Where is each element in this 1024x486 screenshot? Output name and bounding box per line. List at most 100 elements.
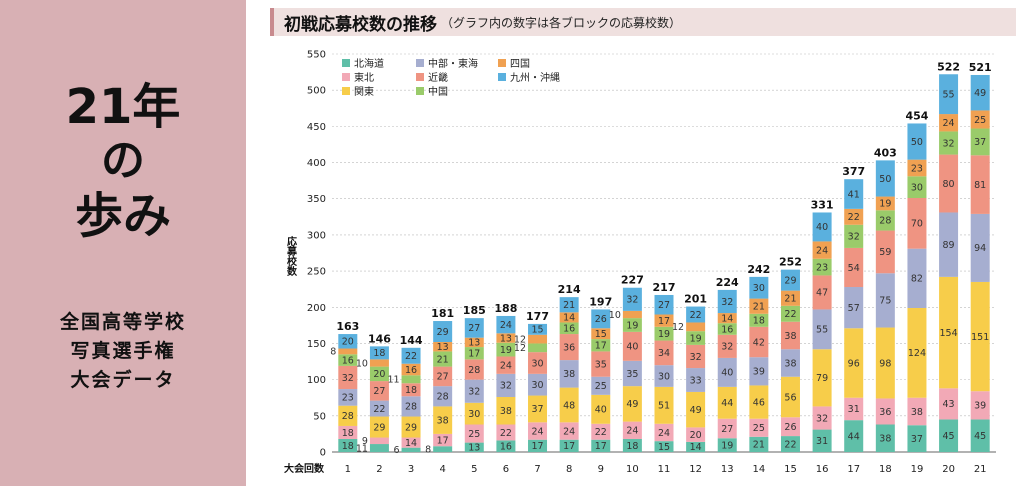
bar-segment bbox=[686, 391, 706, 428]
segment-label: 28 bbox=[437, 392, 449, 403]
chart-header: 初戦応募校数の推移 （グラフ内の数字は各ブロックの応募校数） bbox=[270, 8, 1016, 36]
bar-segment bbox=[812, 349, 832, 407]
segment-label: 28 bbox=[342, 411, 354, 422]
segment-label: 25 bbox=[468, 429, 480, 440]
bar-segment bbox=[939, 276, 959, 389]
segment-label: 23 bbox=[816, 262, 828, 273]
segment-label: 8 bbox=[330, 347, 336, 358]
bar-segment bbox=[875, 424, 895, 452]
bar-segment bbox=[812, 241, 832, 259]
segment-label: 12 bbox=[672, 322, 684, 333]
bar-segment bbox=[591, 394, 611, 424]
segment-label: 24 bbox=[943, 118, 955, 129]
bar-segment bbox=[812, 406, 832, 430]
segment-label: 24 bbox=[816, 245, 828, 256]
segment-label: 15 bbox=[531, 325, 543, 336]
bar-segment bbox=[780, 290, 800, 306]
segment-label: 29 bbox=[405, 422, 417, 433]
bar-segment bbox=[401, 363, 421, 376]
bar-segment bbox=[401, 396, 421, 417]
bar-total-label: 197 bbox=[589, 295, 612, 308]
segment-label: 17 bbox=[531, 441, 543, 452]
bar-total-label: 454 bbox=[905, 109, 928, 122]
segment-label: 151 bbox=[971, 332, 989, 343]
bar-segment bbox=[338, 348, 358, 355]
legend-swatch bbox=[416, 73, 424, 81]
panel-subtitle: 全国高等学校 写真選手権 大会データ bbox=[28, 308, 218, 395]
bar-segment bbox=[369, 416, 389, 438]
segment-label: 14 bbox=[563, 313, 575, 324]
bar-segment bbox=[780, 417, 800, 437]
segment-label: 20 bbox=[373, 369, 385, 380]
segment-label: 38 bbox=[437, 415, 449, 426]
segment-label: 6 bbox=[394, 445, 400, 456]
panel-title-line1: 21年 bbox=[65, 79, 181, 135]
bar-segment bbox=[907, 198, 927, 249]
y-tick-label: 300 bbox=[307, 230, 326, 241]
bar-segment bbox=[970, 281, 990, 392]
segment-label: 56 bbox=[784, 392, 796, 403]
bar-segment bbox=[496, 373, 516, 398]
segment-label: 32 bbox=[500, 381, 512, 392]
bar-segment bbox=[939, 154, 959, 213]
x-tick-label: 21 bbox=[974, 464, 987, 475]
y-tick-label: 550 bbox=[307, 50, 326, 61]
segment-label: 50 bbox=[879, 174, 891, 185]
bar-segment bbox=[496, 440, 516, 452]
x-tick-label: 1 bbox=[345, 464, 351, 475]
segment-label: 21 bbox=[563, 300, 575, 311]
segment-label: 22 bbox=[784, 309, 796, 320]
segment-label: 37 bbox=[974, 137, 986, 148]
bar-segment bbox=[749, 313, 769, 327]
bar-total-label: 181 bbox=[431, 307, 454, 320]
bar-segment bbox=[464, 424, 484, 443]
segment-label: 49 bbox=[626, 399, 638, 410]
bar-segment bbox=[717, 357, 737, 387]
bar-segment bbox=[939, 419, 959, 452]
bar-segment bbox=[433, 321, 453, 343]
segment-label: 20 bbox=[690, 430, 702, 441]
bar-total-label: 201 bbox=[684, 293, 707, 306]
x-tick-label: 10 bbox=[626, 464, 639, 475]
bar-segment bbox=[622, 310, 642, 319]
legend-swatch bbox=[498, 73, 506, 81]
segment-label: 20 bbox=[342, 337, 354, 348]
segment-label: 12 bbox=[514, 343, 526, 354]
x-tick-label: 17 bbox=[847, 464, 860, 475]
bar-segment bbox=[401, 447, 421, 452]
bar-segment bbox=[559, 422, 579, 440]
bar-segment bbox=[369, 400, 389, 417]
segment-label: 17 bbox=[595, 341, 607, 352]
segment-label: 48 bbox=[563, 400, 575, 411]
bar-segment bbox=[717, 438, 737, 452]
bar-segment bbox=[528, 323, 548, 335]
bar-segment bbox=[875, 398, 895, 425]
bar-segment bbox=[528, 343, 548, 353]
bar-segment bbox=[433, 366, 453, 387]
segment-label: 46 bbox=[753, 397, 765, 408]
bar-segment bbox=[401, 437, 421, 448]
segment-label: 22 bbox=[690, 310, 702, 321]
bar-segment bbox=[401, 347, 421, 364]
y-tick-label: 200 bbox=[307, 303, 326, 314]
bar-segment bbox=[875, 273, 895, 328]
segment-label: 11 bbox=[387, 375, 399, 386]
segment-label: 29 bbox=[437, 327, 449, 338]
bar-segment bbox=[970, 391, 990, 420]
bar-segment bbox=[654, 423, 674, 442]
segment-label: 17 bbox=[658, 316, 670, 327]
segment-label: 75 bbox=[879, 296, 891, 307]
segment-label: 29 bbox=[784, 275, 796, 286]
bar-segment bbox=[559, 387, 579, 423]
bar-segment bbox=[686, 441, 706, 452]
segment-label: 21 bbox=[753, 301, 765, 312]
segment-label: 24 bbox=[500, 360, 512, 371]
bar-segment bbox=[717, 386, 737, 419]
segment-label: 39 bbox=[753, 367, 765, 378]
bar-segment bbox=[844, 208, 864, 225]
bar-segment bbox=[528, 439, 548, 452]
bar-segment bbox=[528, 373, 548, 396]
legend-swatch bbox=[342, 59, 350, 67]
bar-total-label: 331 bbox=[811, 198, 834, 211]
bar-segment bbox=[844, 179, 864, 209]
